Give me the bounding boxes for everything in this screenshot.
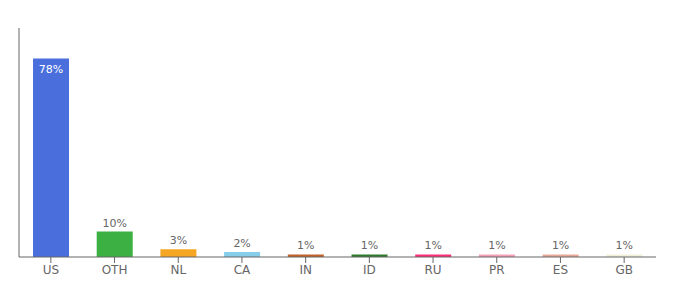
svg-text:RU: RU	[424, 263, 441, 277]
svg-text:ID: ID	[363, 263, 376, 277]
svg-text:1%: 1%	[488, 239, 505, 252]
svg-text:3%: 3%	[170, 234, 187, 247]
svg-text:1%: 1%	[297, 239, 314, 252]
svg-text:10%: 10%	[102, 217, 126, 230]
svg-text:PR: PR	[489, 263, 505, 277]
svg-text:1%: 1%	[616, 239, 633, 252]
svg-text:OTH: OTH	[102, 263, 128, 277]
svg-text:US: US	[43, 263, 59, 277]
svg-text:1%: 1%	[424, 239, 441, 252]
svg-text:IN: IN	[299, 263, 312, 277]
svg-text:NL: NL	[170, 263, 186, 277]
svg-text:CA: CA	[234, 263, 251, 277]
svg-text:78%: 78%	[39, 63, 63, 76]
svg-text:ES: ES	[553, 263, 568, 277]
svg-text:1%: 1%	[361, 239, 378, 252]
svg-text:2%: 2%	[233, 237, 250, 250]
svg-text:GB: GB	[615, 263, 633, 277]
svg-text:1%: 1%	[552, 239, 569, 252]
